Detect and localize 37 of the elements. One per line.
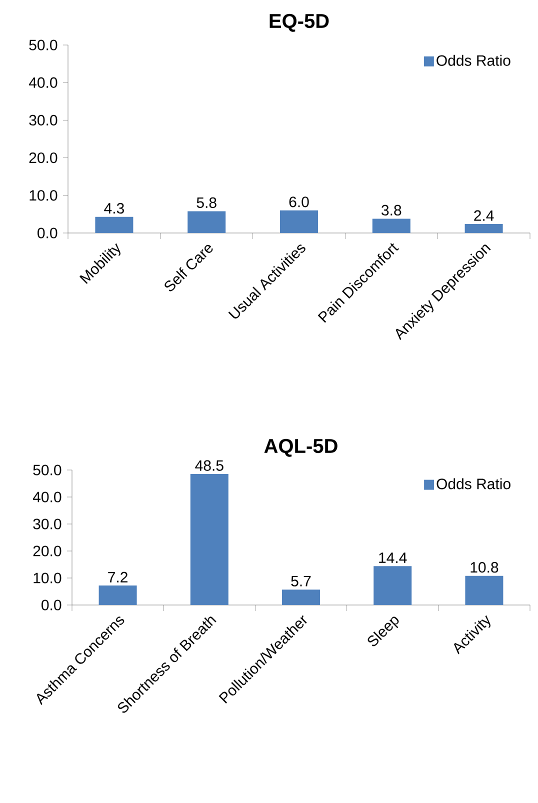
legend-label: Odds Ratio (436, 478, 510, 490)
y-tick-label: 30.0 (29, 114, 58, 126)
bar (95, 216, 134, 233)
chart-title: AQL-5D (264, 438, 338, 457)
bar (374, 566, 412, 605)
data-label: 6.0 (289, 196, 309, 208)
y-tick-label: 10.0 (30, 190, 58, 201)
y-tick-label: 10.0 (34, 572, 62, 584)
y-tick-label: 40.0 (28, 77, 58, 88)
legend-label: Odds Ratio (436, 54, 510, 66)
data-label: 48.5 (195, 460, 224, 471)
data-label: 5.8 (196, 197, 216, 208)
bar (464, 224, 503, 233)
y-tick-label: 0.0 (38, 228, 58, 238)
bar (190, 474, 228, 605)
data-label: 3.8 (382, 204, 402, 216)
y-tick-label: 20.0 (29, 152, 58, 164)
bar (282, 590, 320, 605)
x-tick-label: Self Care (164, 244, 213, 292)
data-label: 5.7 (291, 576, 311, 586)
bar (188, 211, 226, 233)
chart-title: EQ-5D (270, 14, 329, 32)
data-label: 10.8 (470, 562, 498, 573)
y-tick-label: 30.0 (33, 518, 62, 530)
data-label: 7.2 (108, 572, 128, 582)
data-label: 14.4 (379, 552, 407, 563)
y-tick-label: 50.0 (33, 464, 62, 476)
y-tick-label: 0.0 (42, 600, 62, 610)
data-label: 2.4 (474, 210, 494, 221)
bar (465, 576, 504, 605)
y-tick-label: 50.0 (29, 40, 58, 50)
bar (280, 210, 318, 233)
y-tick-label: 40.0 (32, 492, 62, 502)
data-label: 4.3 (104, 203, 124, 214)
bar (98, 586, 137, 605)
y-tick-label: 20.0 (33, 546, 62, 556)
bar (372, 218, 410, 233)
